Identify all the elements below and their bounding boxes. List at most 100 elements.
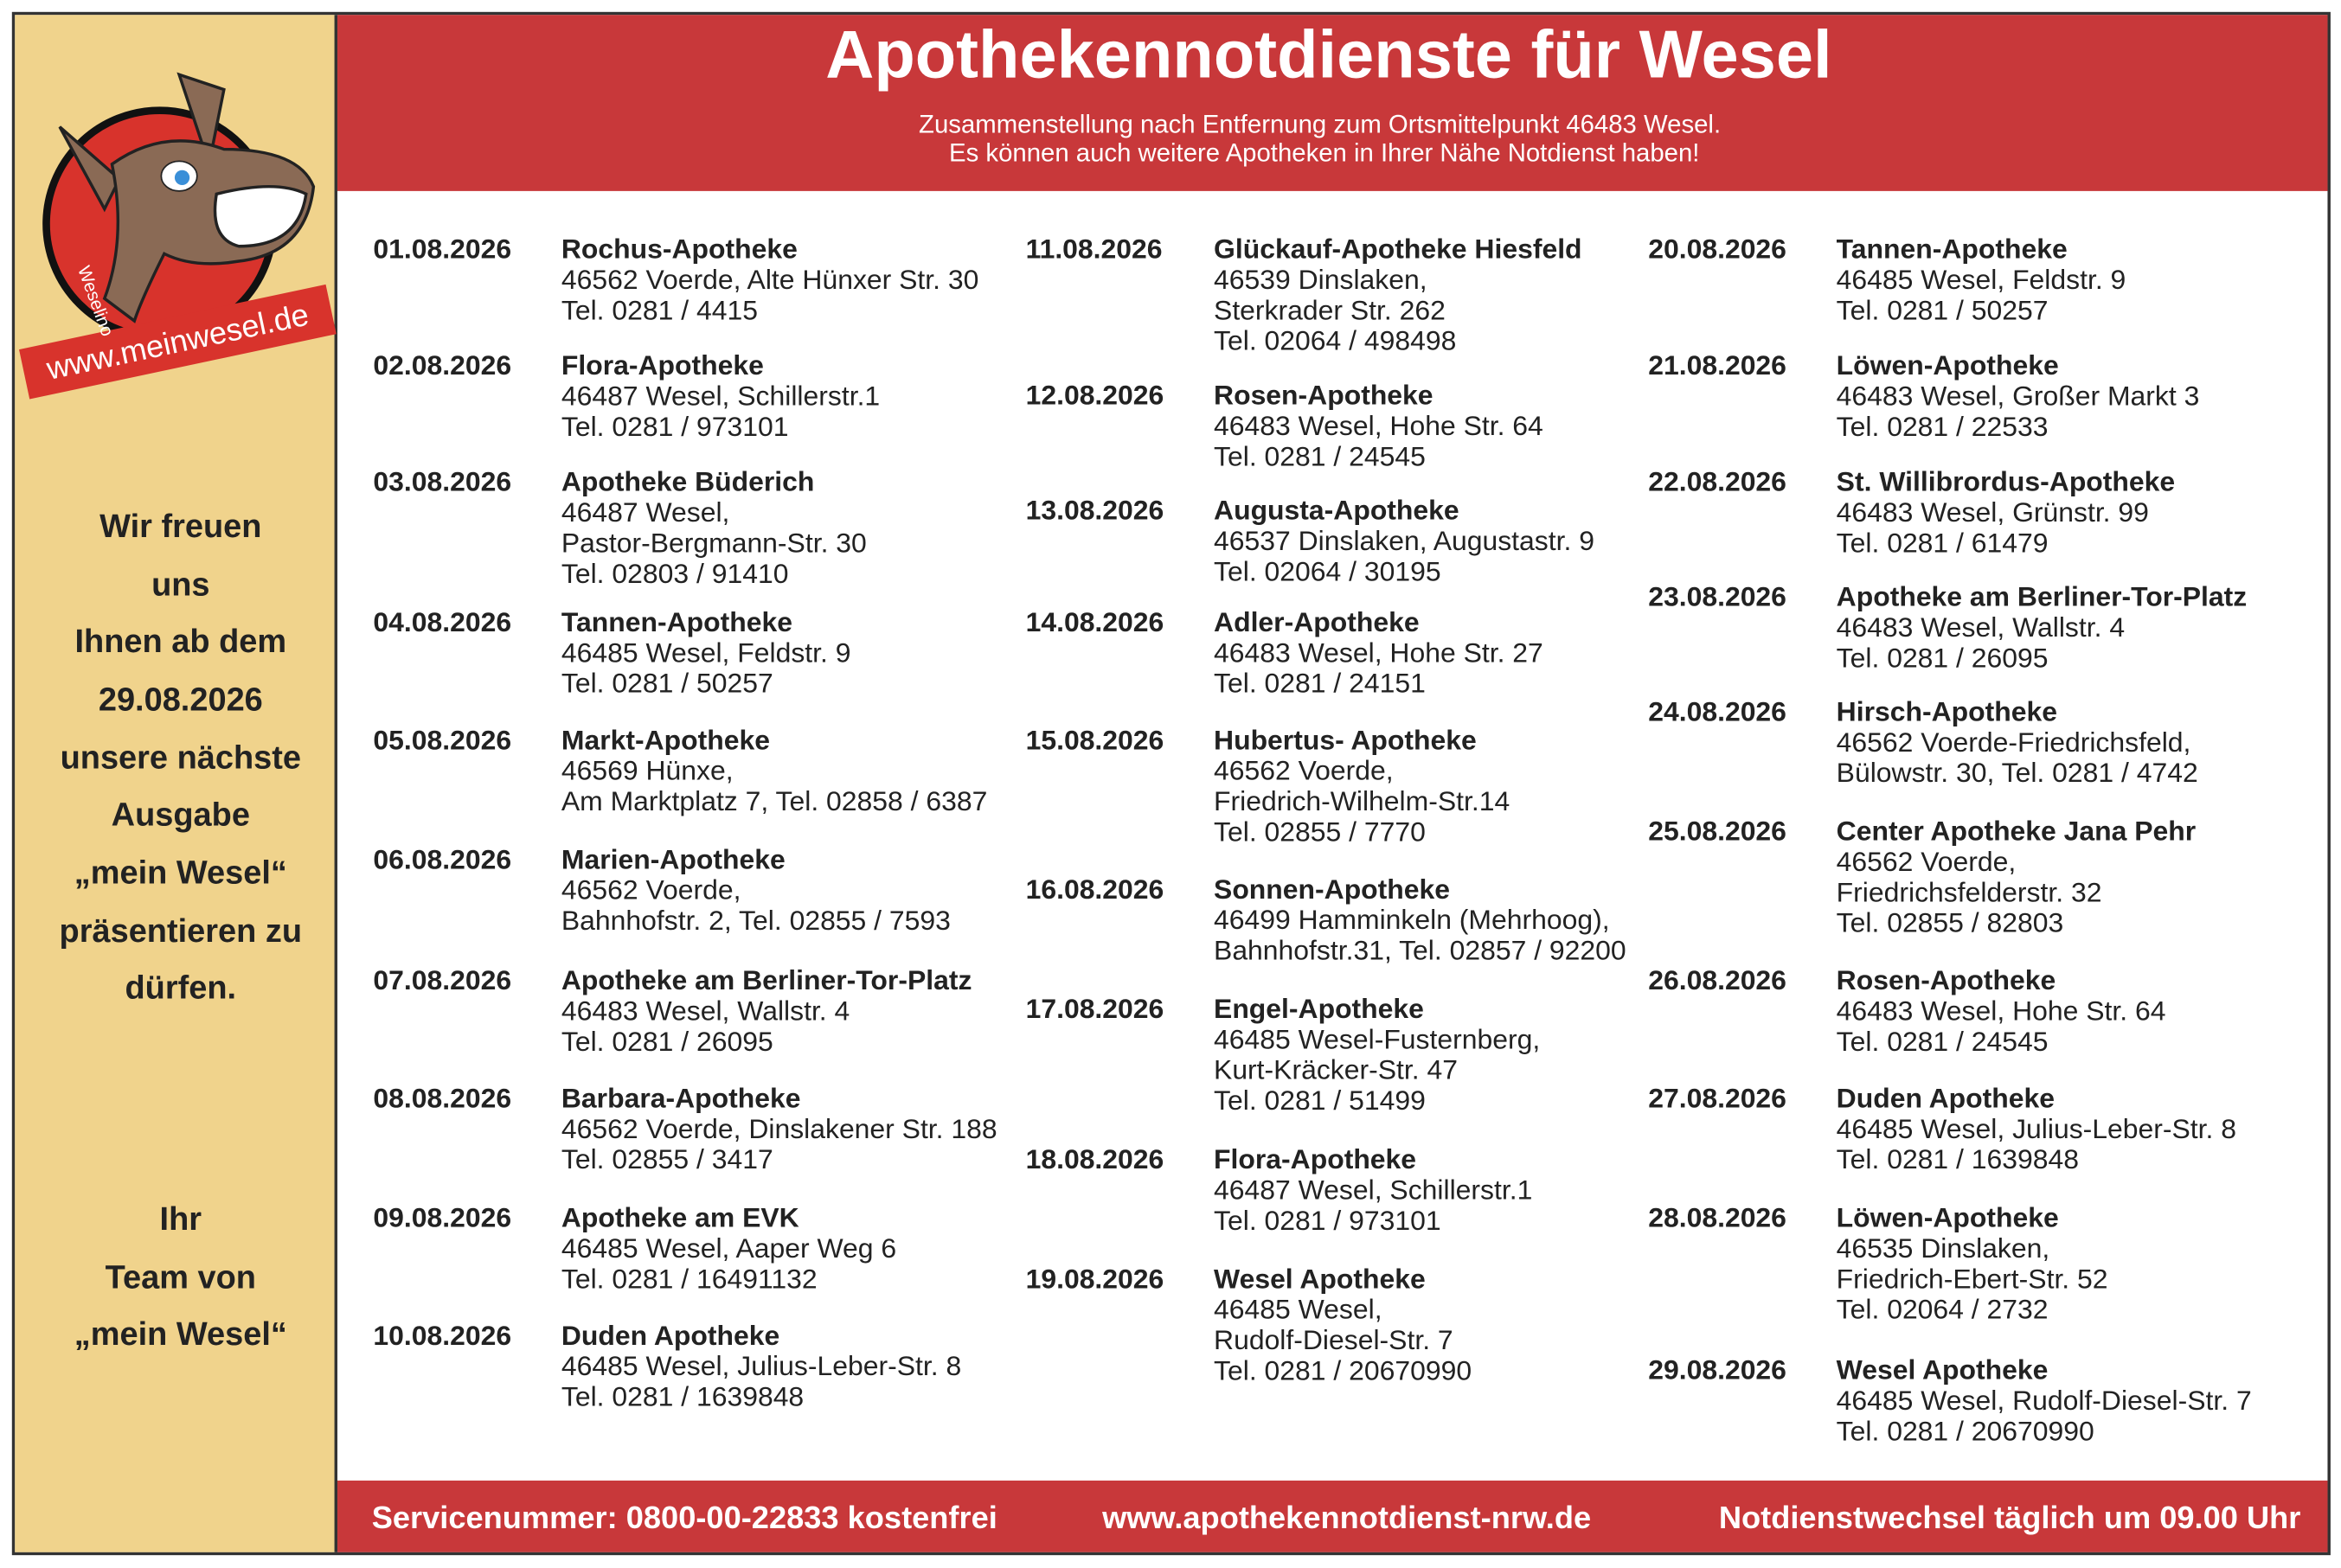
footer-website: www.apothekennotdienst-nrw.de — [1101, 1500, 1591, 1535]
pharmacy-name: Marien-Apotheke — [561, 843, 786, 874]
pharmacy-detail: Kurt-Kräcker-Str. 47 — [1214, 1054, 1458, 1085]
pharmacy-name: Duden Apotheke — [1837, 1082, 2055, 1113]
pharmacy-name: Sonnen-Apotheke — [1214, 874, 1450, 905]
pharmacy-detail: Bülowstr. 30, Tel. 0281 / 4742 — [1837, 757, 2198, 788]
pharmacy-detail: 46483 Wesel, Hohe Str. 64 — [1837, 995, 2166, 1027]
pharmacy-detail: Tel. 0281 / 50257 — [1837, 294, 2049, 325]
date: 10.08.2026 — [373, 1320, 511, 1351]
pharmacy-detail: Tel. 0281 / 1639848 — [561, 1381, 804, 1412]
pharmacy-detail: 46483 Wesel, Grünstr. 99 — [1837, 496, 2149, 528]
pharmacy-name: Adler-Apotheke — [1214, 606, 1420, 637]
pharmacy-name: St. Willibrordus-Apotheke — [1837, 466, 2175, 497]
pharmacy-name: Apotheke am Berliner-Tor-Platz — [1837, 581, 2248, 612]
pharmacy-detail: 46539 Dinslaken, — [1214, 264, 1427, 295]
pharmacy-name: Augusta-Apotheke — [1214, 495, 1459, 526]
pharmacy-detail: Pastor-Bergmann-Str. 30 — [561, 528, 867, 559]
pharmacy-detail: Friedrich-Ebert-Str. 52 — [1837, 1263, 2108, 1294]
pharmacy-detail: Tel. 0281 / 1639848 — [1837, 1143, 2079, 1174]
pharmacy-detail: Tel. 0281 / 24151 — [1214, 668, 1426, 699]
sidebar-text: 29.08.2026 — [99, 682, 263, 718]
sidebar-text: Ausgabe — [112, 797, 250, 833]
subtitle: Es können auch weitere Apotheken in Ihre… — [949, 138, 1699, 167]
pharmacy-name: Markt-Apotheke — [561, 724, 770, 755]
logo-banner — [19, 284, 337, 400]
pharmacy-detail: Tel. 0281 / 973101 — [1214, 1205, 1441, 1236]
date: 08.08.2026 — [373, 1082, 511, 1113]
pharmacy-name: Rosen-Apotheke — [1214, 380, 1433, 411]
pharmacy-name: Apotheke Büderich — [561, 466, 815, 497]
pharmacy-detail: Tel. 02803 / 91410 — [561, 558, 789, 589]
date: 02.08.2026 — [373, 349, 511, 381]
date: 13.08.2026 — [1026, 495, 1164, 526]
footer-change: Notdienstwechsel täglich um 09.00 Uhr — [1719, 1500, 2301, 1535]
ear — [176, 72, 226, 170]
subtitle: Zusammenstellung nach Entfernung zum Ort… — [919, 111, 1721, 139]
pharmacy-detail: 46483 Wesel, Großer Markt 3 — [1837, 381, 2200, 412]
ear — [58, 125, 122, 213]
pharmacy-detail: 46562 Voerde, — [561, 874, 741, 906]
pharmacy-name: Hirsch-Apotheke — [1837, 696, 2057, 727]
pharmacy-name: Apotheke am EVK — [561, 1202, 799, 1233]
pharmacy-detail: Tel. 02855 / 82803 — [1837, 907, 2064, 938]
pharmacy-name: Rochus-Apotheke — [561, 234, 798, 265]
pharmacy-detail: Tel. 0281 / 4415 — [561, 294, 758, 325]
pharmacy-name: Glückauf-Apotheke Hiesfeld — [1214, 234, 1582, 265]
pharmacy-detail: 46485 Wesel, Feldstr. 9 — [561, 637, 851, 668]
pharmacy-detail: Tel. 0281 / 51499 — [1214, 1085, 1426, 1116]
sidebar-text: unsere nächste — [61, 740, 301, 777]
date: 25.08.2026 — [1648, 816, 1786, 847]
pharmacy-detail: 46487 Wesel, — [561, 496, 730, 528]
pharmacy-name: Wesel Apotheke — [1214, 1263, 1426, 1294]
pharmacy-detail: Tel. 0281 / 26095 — [561, 1026, 773, 1057]
sidebar-signature: „mein Wesel“ — [74, 1316, 287, 1353]
pharmacy-detail: Tel. 0281 / 26095 — [1837, 642, 2049, 673]
date: 17.08.2026 — [1026, 993, 1164, 1024]
pharmacy-detail: Tel. 0281 / 16491132 — [561, 1263, 818, 1294]
pharmacy-name: Löwen-Apotheke — [1837, 349, 2059, 381]
pharmacy-detail: Tel. 02064 / 2732 — [1837, 1294, 2049, 1325]
date: 07.08.2026 — [373, 964, 511, 995]
sidebar-text: Wir freuen — [99, 509, 261, 545]
pharmacy-detail: Friedrichsfelderstr. 32 — [1837, 876, 2102, 907]
date: 20.08.2026 — [1648, 234, 1786, 265]
pharmacy-detail: Tel. 0281 / 50257 — [561, 668, 773, 699]
pharmacy-name: Löwen-Apotheke — [1837, 1202, 2059, 1233]
pharmacy-detail: 46483 Wesel, Wallstr. 4 — [1837, 611, 2125, 643]
pupil — [174, 170, 190, 185]
pharmacy-detail: Tel. 02064 / 30195 — [1214, 555, 1441, 586]
pharmacy-detail: 46562 Voerde, Dinslakener Str. 188 — [561, 1113, 997, 1144]
pharmacy-name: Center Apotheke Jana Pehr — [1837, 816, 2197, 847]
pharmacy-name: Engel-Apotheke — [1214, 993, 1424, 1024]
pharmacy-detail: Tel. 02064 / 498498 — [1214, 325, 1456, 356]
pharmacy-detail: 46485 Wesel, Julius-Leber-Str. 8 — [1837, 1113, 2236, 1144]
sidebar-text: uns — [151, 567, 209, 604]
pharmacy-name: Hubertus- Apotheke — [1214, 724, 1477, 755]
pharmacy-detail: 46485 Wesel, Aaper Weg 6 — [561, 1232, 896, 1264]
pharmacy-name: Rosen-Apotheke — [1837, 964, 2056, 995]
pharmacy-detail: 46487 Wesel, Schillerstr.1 — [561, 381, 880, 412]
pharmacy-detail: Tel. 02855 / 7770 — [1214, 816, 1426, 847]
date: 28.08.2026 — [1648, 1202, 1786, 1233]
date: 12.08.2026 — [1026, 380, 1164, 411]
date: 03.08.2026 — [373, 466, 511, 497]
date: 11.08.2026 — [1026, 234, 1163, 265]
date: 09.08.2026 — [373, 1202, 511, 1233]
pharmacy-detail: Tel. 02855 / 3417 — [561, 1143, 773, 1174]
title: Apothekennotdienste für Wesel — [825, 18, 1831, 93]
pharmacy-detail: 46483 Wesel, Hohe Str. 64 — [1214, 410, 1543, 441]
pharmacy-detail: 46485 Wesel-Fusternberg, — [1214, 1023, 1540, 1054]
pharmacy-detail: 46485 Wesel, — [1214, 1294, 1382, 1325]
date: 24.08.2026 — [1648, 696, 1786, 727]
pharmacy-detail: 46569 Hünxe, — [561, 755, 734, 786]
pharmacy-detail: 46485 Wesel, Rudolf-Diesel-Str. 7 — [1837, 1385, 2252, 1416]
date: 05.08.2026 — [373, 724, 511, 755]
footer-service: Servicenummer: 0800-00-22833 kostenfrei — [372, 1500, 997, 1535]
pharmacy-detail: 46483 Wesel, Hohe Str. 27 — [1214, 637, 1543, 668]
pharmacy-detail: 46485 Wesel, Feldstr. 9 — [1837, 264, 2126, 295]
pharmacy-detail: Friedrich-Wilhelm-Str.14 — [1214, 785, 1510, 816]
date: 26.08.2026 — [1648, 964, 1786, 995]
pharmacy-detail: 46499 Hamminkeln (Mehrhoog), — [1214, 904, 1610, 935]
date: 23.08.2026 — [1648, 581, 1786, 612]
